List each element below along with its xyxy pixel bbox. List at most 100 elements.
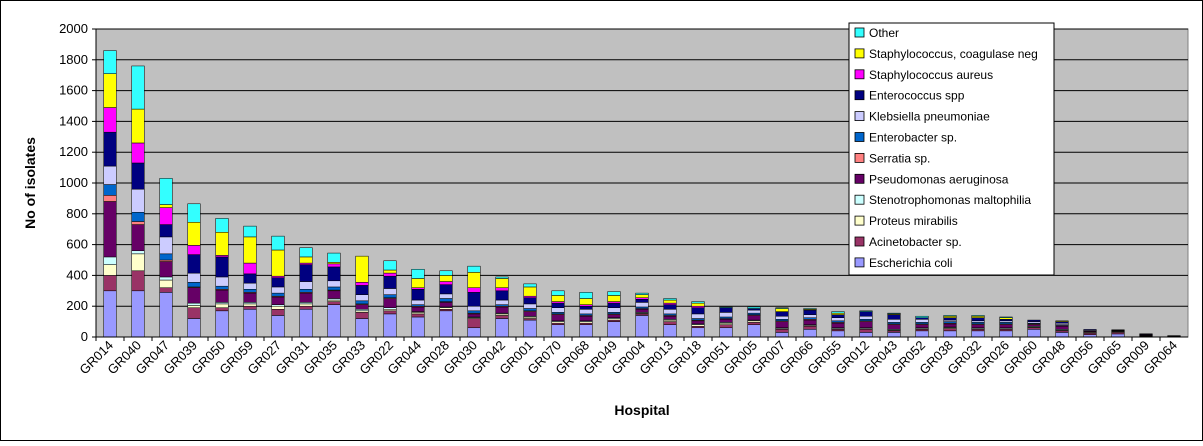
bar-segment (720, 307, 733, 308)
bar-segment (132, 251, 145, 254)
bar-segment (384, 299, 397, 308)
bar-segment (356, 256, 369, 282)
bar-segment (160, 288, 173, 293)
bar-segment (496, 307, 509, 313)
bar-segment (1000, 325, 1013, 328)
bar-segment (636, 295, 649, 298)
bar-segment (944, 324, 957, 327)
bar-segment (748, 322, 761, 324)
bar-segment (244, 293, 257, 302)
bar-segment (188, 222, 201, 245)
bar-segment (328, 264, 341, 267)
bar-segment (188, 273, 201, 282)
bar-segment (552, 308, 565, 313)
bar-segment (804, 329, 817, 337)
bar-segment (328, 305, 341, 337)
bar-segment (440, 294, 453, 299)
bar-segment (944, 329, 957, 331)
bar-segment (160, 205, 173, 208)
bar-segment (524, 309, 537, 311)
bar-segment (636, 302, 649, 307)
bar-segment (132, 271, 145, 291)
bar-segment (468, 292, 481, 306)
bar-segment (748, 325, 761, 337)
bar-segment (776, 332, 789, 337)
bar-segment (776, 322, 789, 328)
bar-segment (776, 316, 789, 319)
bar-segment (468, 266, 481, 272)
bar-segment (132, 225, 145, 251)
bar-segment (384, 276, 397, 288)
legend-label: Serratia sp. (869, 151, 930, 165)
bar-segment (524, 287, 537, 296)
bar-segment (468, 314, 481, 317)
bar-stack-GR059 (244, 226, 257, 337)
bar-segment (160, 237, 173, 254)
bar-segment (496, 288, 509, 291)
bar-segment (104, 51, 117, 74)
bar-stack-GR047 (160, 178, 173, 337)
bar-segment (412, 307, 425, 312)
bar-segment (160, 254, 173, 260)
bar-segment (972, 315, 985, 316)
x-axis-title: Hospital (614, 402, 669, 418)
bar-segment (132, 212, 145, 221)
bar-segment (860, 329, 873, 332)
bar-segment (692, 328, 705, 337)
bar-segment (664, 300, 677, 303)
bar-segment (860, 312, 873, 317)
legend-label: Acinetobacter sp. (869, 235, 962, 249)
bar-segment (1028, 329, 1041, 337)
bar-segment (132, 143, 145, 163)
bar-segment (832, 312, 845, 314)
bar-segment (356, 305, 369, 310)
bar-segment (776, 312, 789, 317)
bar-segment (832, 318, 845, 321)
bar-segment (188, 288, 201, 303)
bar-segment (272, 293, 285, 296)
bar-segment (244, 226, 257, 237)
bar-segment (300, 304, 313, 306)
bar-stack-GR056 (1084, 329, 1097, 337)
bar-stack-GR044 (412, 269, 425, 337)
bar-segment (216, 218, 229, 232)
bar-stack-GR066 (804, 309, 817, 337)
bar-segment (916, 316, 929, 318)
y-tick-label: 200 (66, 298, 88, 313)
bar-segment (300, 248, 313, 257)
bar-segment (188, 305, 201, 307)
bar-segment (916, 319, 929, 322)
bar-segment (104, 195, 117, 201)
bar-segment (636, 315, 649, 337)
bar-segment (664, 322, 677, 325)
bar-segment (804, 310, 817, 315)
bar-segment (972, 318, 985, 321)
bar-segment (440, 285, 453, 294)
bar-segment (888, 313, 901, 314)
bar-segment (160, 178, 173, 204)
bar-stack-GR068 (580, 292, 593, 337)
bar-segment (328, 302, 341, 305)
bar-segment (440, 299, 453, 302)
bar-segment (804, 320, 817, 325)
bar-segment (328, 281, 341, 287)
legend-swatch (855, 133, 864, 142)
bar-segment (272, 250, 285, 276)
bar-segment (636, 309, 649, 312)
bar-segment (468, 319, 481, 328)
bar-segment (944, 331, 957, 337)
legend-label: Staphylococcus, coagulase neg (869, 47, 1038, 61)
bar-segment (412, 314, 425, 317)
legend-swatch (855, 216, 864, 225)
y-axis-title: No of isolates (22, 137, 38, 229)
bar-stack-GR050 (216, 218, 229, 337)
bar-segment (580, 292, 593, 298)
bar-segment (608, 315, 621, 318)
bar-stack-GR027 (272, 236, 285, 337)
legend-label: Enterobacter sp. (869, 131, 957, 145)
legend-label: Klebsiella pneumoniae (869, 110, 990, 124)
bar-segment (384, 273, 397, 276)
bar-stack-GR004 (636, 293, 649, 337)
bar-segment (776, 309, 789, 312)
